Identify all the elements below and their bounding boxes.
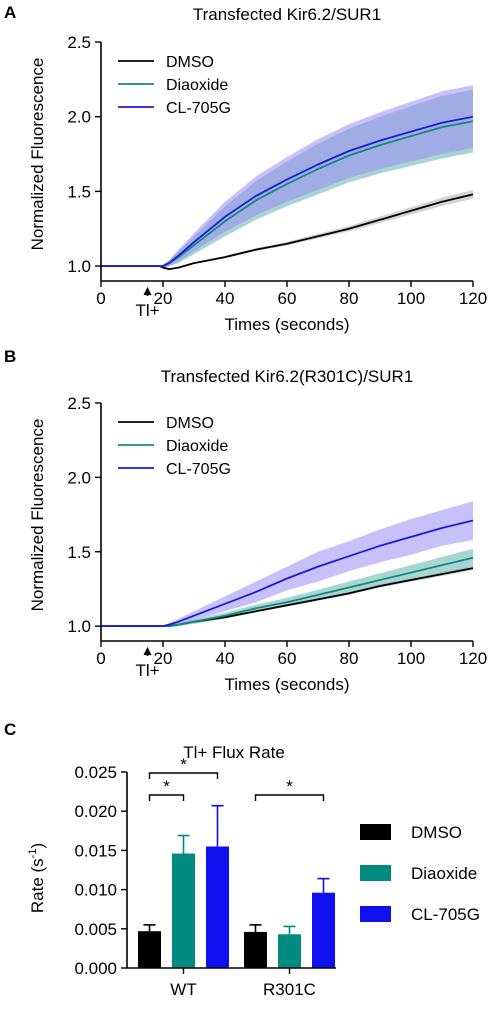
significance-bracket <box>148 772 219 779</box>
legend-label-cl-705g: CL-705G <box>411 905 480 924</box>
bar-dmso-r301c <box>244 931 267 968</box>
panel-b-legend: DMSO Diaoxide CL-705G <box>118 415 231 478</box>
pb-x-tick-label: 40 <box>216 649 235 668</box>
panel-b-bands <box>101 501 473 628</box>
pb-y-tick-label: 1.5 <box>67 543 91 562</box>
pa-legend-label-cl-705g: CL-705G <box>166 100 231 117</box>
panel-a-legend: DMSO Diaoxide CL-705G <box>118 54 231 117</box>
legend-swatch-dmso <box>360 824 391 840</box>
pc-y-tick-label: 0.010 <box>74 881 117 900</box>
panel-a-tl-annotation: Tl+ <box>135 287 160 320</box>
panel-b-tl-annotation: Tl+ <box>135 647 160 680</box>
pc-y-tick-label: 0.025 <box>74 763 117 782</box>
pb-x-tick-label: 80 <box>340 649 359 668</box>
pa-x-tick-label: 100 <box>397 289 425 308</box>
panel-c-y-axis-label-end: ) <box>28 843 47 849</box>
pc-x-tick-label: WT <box>170 980 196 999</box>
bar-dmso-wt <box>138 931 161 968</box>
pa-x-tick-label: 60 <box>278 289 297 308</box>
pa-legend-label-dmso: DMSO <box>166 54 214 71</box>
pa-x-tick-label: 40 <box>216 289 235 308</box>
pa-legend-label-diaoxide: Diaoxide <box>166 77 228 94</box>
panel-a: A Transfected Kir6.2/SUR1 Normalized Flu… <box>4 3 487 334</box>
bar-diaoxide-r301c <box>278 934 301 968</box>
pc-y-tick-label: 0.020 <box>74 802 117 821</box>
significance-star: * <box>180 755 187 774</box>
panel-b-y-axis-label: Normalized Fluorescence <box>28 419 47 612</box>
panel-c-y-axis-label-main: Rate (s <box>28 858 47 913</box>
significance-bracket <box>254 794 325 801</box>
legend-label-dmso: DMSO <box>411 823 462 842</box>
panel-a-title: Transfected Kir6.2/SUR1 <box>193 5 381 24</box>
pb-arrow-label: Tl+ <box>135 661 159 680</box>
pb-legend-label-diaoxide: Diaoxide <box>166 438 228 455</box>
bar-cl-705g-r301c <box>312 892 335 968</box>
panel-c-y-axis-label-sup: -1 <box>27 849 39 859</box>
pb-y-tick-label: 2.5 <box>67 394 91 413</box>
pa-x-tick-label: 120 <box>459 289 487 308</box>
pb-y-tick-label: 1.0 <box>67 617 91 636</box>
panel-a-lines <box>100 115 474 271</box>
panel-a-axes: 0 20 40 60 80 100 120 1.0 1.5 2.0 2.5 <box>67 33 487 308</box>
panel-a-x-axis-label: Times (seconds) <box>224 315 349 334</box>
panel-c: C Tl+ Flux Rate Rate (s-1) 0.0000.0050.0… <box>4 720 480 999</box>
bar-cl-705g-wt <box>206 846 229 968</box>
pb-legend-label-cl-705g: CL-705G <box>166 461 231 478</box>
pb-x-tick-label: 60 <box>278 649 297 668</box>
pb-band-cl-705g <box>101 501 473 627</box>
panel-c-legend: DMSO Diaoxide CL-705G <box>360 823 480 924</box>
pb-x-tick-label: 100 <box>397 649 425 668</box>
panel-c-label: C <box>4 720 16 739</box>
panel-b-title: Transfected Kir6.2(R301C)/SUR1 <box>161 367 414 386</box>
pa-y-tick-label: 1.5 <box>67 182 91 201</box>
panel-a-label: A <box>4 3 16 22</box>
pb-y-tick-label: 2.0 <box>67 468 91 487</box>
pa-x-tick-label: 20 <box>154 289 173 308</box>
legend-swatch-diaoxide <box>360 865 391 881</box>
pa-x-tick-label: 80 <box>340 289 359 308</box>
pb-x-tick-label: 0 <box>96 649 105 668</box>
pa-y-tick-label: 1.0 <box>67 257 91 276</box>
panel-b-lines <box>100 519 474 627</box>
pa-band-cl-705g <box>101 85 473 268</box>
pc-y-tick-label: 0.005 <box>74 920 117 939</box>
pa-arrow-head <box>143 287 152 295</box>
significance-star: * <box>286 777 293 796</box>
panel-b: B Transfected Kir6.2(R301C)/SUR1 Normali… <box>4 347 487 694</box>
pb-x-tick-label: 120 <box>459 649 487 668</box>
bar-diaoxide-wt <box>172 853 195 968</box>
legend-label-diaoxide: Diaoxide <box>411 864 477 883</box>
panel-c-y-axis-label: Rate (s-1) <box>27 843 47 913</box>
panel-c-bars <box>138 804 335 968</box>
pb-arrow-head <box>143 647 152 655</box>
panel-b-axes: 0 20 40 60 80 100 120 1.0 1.5 2.0 2.5 <box>67 394 487 668</box>
legend-swatch-cl-705g <box>360 906 391 922</box>
pc-y-tick-label: 0.015 <box>74 841 117 860</box>
pc-x-tick-label: R301C <box>263 980 316 999</box>
panel-c-title: Tl+ Flux Rate <box>183 743 285 762</box>
pa-y-tick-label: 2.0 <box>67 108 91 127</box>
significance-bracket <box>148 794 185 801</box>
pa-y-tick-label: 2.5 <box>67 33 91 52</box>
panel-c-significance: * * * <box>148 755 325 801</box>
significance-star: * <box>163 777 170 796</box>
panel-c-axes: 0.000 0.005 0.010 0.015 0.020 0.025 WT R301C <box>74 763 336 999</box>
panel-a-bands <box>101 85 473 270</box>
panel-b-x-axis-label: Times (seconds) <box>224 675 349 694</box>
pa-arrow-label: Tl+ <box>135 301 159 320</box>
pb-x-tick-label: 20 <box>154 649 173 668</box>
pa-x-tick-label: 0 <box>96 289 105 308</box>
panel-b-label: B <box>4 347 16 366</box>
panel-a-y-axis-label: Normalized Fluorescence <box>28 58 47 251</box>
pc-y-tick-label: 0.000 <box>74 959 117 978</box>
pb-legend-label-dmso: DMSO <box>166 415 214 432</box>
